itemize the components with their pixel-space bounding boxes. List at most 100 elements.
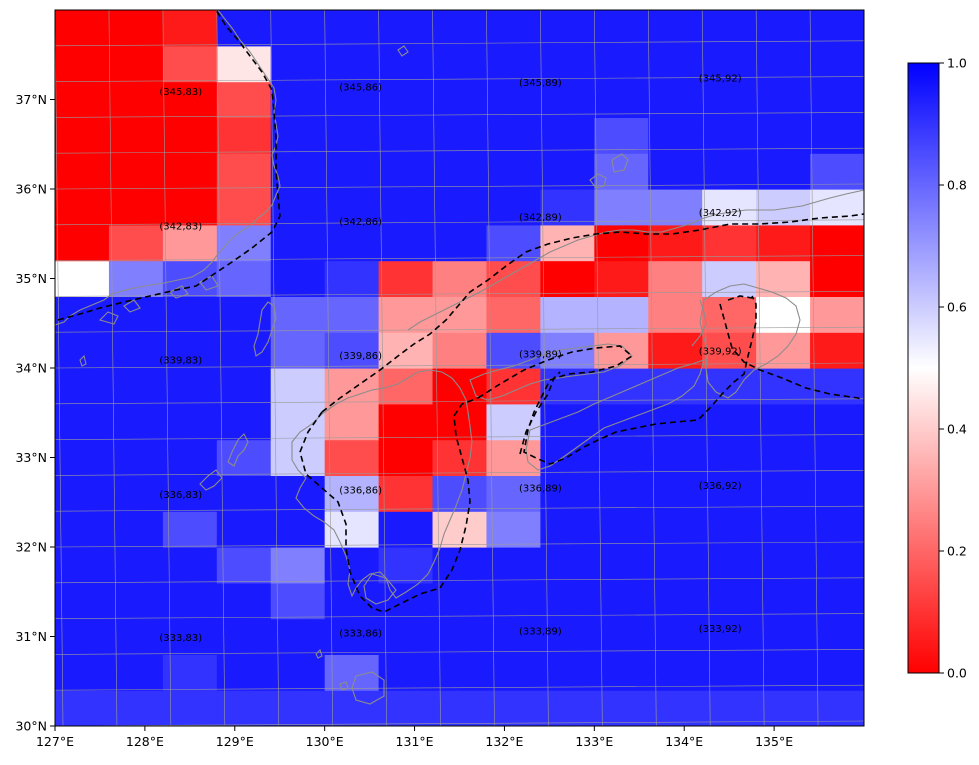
heatmap-cell — [810, 403, 864, 441]
coastline-kyushu — [291, 369, 473, 599]
heatmap-cell — [378, 439, 434, 476]
heatmap-cell — [55, 10, 110, 47]
heatmap-cell — [378, 81, 434, 118]
heatmap-cell — [270, 332, 326, 369]
heatmap-cell — [486, 45, 541, 83]
heatmap-cell — [594, 582, 649, 620]
heatmap-cell — [648, 296, 703, 333]
heatmap-cell — [162, 547, 218, 584]
region-label: (345,83) — [159, 87, 202, 98]
y-tick-label: 32°N — [15, 540, 47, 555]
region-label: (336,86) — [339, 485, 382, 496]
heatmap-cell — [324, 224, 380, 262]
heatmap-cell — [324, 368, 380, 405]
heatmap-cell — [756, 475, 811, 512]
heatmap-cell — [540, 654, 595, 691]
heatmap-cell — [540, 582, 595, 620]
heatmap-cell — [108, 81, 164, 118]
heatmap-cell — [702, 475, 757, 512]
region-label: (333,92) — [699, 624, 742, 635]
heatmap-cell — [216, 511, 272, 548]
heatmap-cell — [702, 260, 757, 297]
heatmap-cell — [55, 511, 110, 548]
x-tick-label: 127°E — [36, 734, 74, 749]
heatmap-cell — [55, 45, 110, 83]
heatmap-cell — [55, 153, 110, 190]
heatmap-cell — [810, 332, 864, 369]
heatmap-cell — [162, 224, 218, 262]
heatmap-cell — [108, 189, 164, 226]
heatmap-cell — [324, 117, 380, 154]
heatmap-cell — [594, 368, 649, 405]
heatmap-cell — [648, 81, 703, 118]
coastline-honshu — [407, 189, 864, 331]
colorbar-tick-label: 0.8 — [947, 178, 967, 193]
heatmap-cell — [540, 403, 595, 441]
grid-line — [216, 10, 226, 726]
heatmap-cell — [594, 117, 649, 154]
heatmap-cell — [756, 117, 811, 154]
heatmap-cell — [108, 45, 164, 83]
region-label: (345,86) — [339, 83, 382, 94]
heatmap-cell — [540, 332, 595, 369]
heatmap-cell — [486, 618, 541, 655]
heatmap-cell — [702, 296, 757, 333]
y-tick-label: 31°N — [15, 629, 47, 644]
heatmap-cell — [108, 582, 164, 620]
heatmap-cell — [702, 224, 757, 262]
colorbar: 0.0 0.2 0.4 0.6 0.8 1.0 — [907, 56, 967, 681]
boundary-kyushu — [321, 213, 864, 413]
coastlines — [55, 10, 864, 705]
heatmap-cell — [324, 10, 380, 47]
boundary-inland — [477, 295, 757, 465]
heatmap-cell — [594, 45, 649, 83]
heatmap-cell — [432, 260, 488, 297]
heatmap-cell — [540, 189, 595, 226]
heatmap-cell — [648, 117, 703, 154]
grid-line — [863, 10, 864, 37]
heatmap-cell — [324, 153, 380, 190]
grid-line — [647, 10, 657, 726]
heatmap-cell — [594, 10, 649, 47]
heatmap-cell — [756, 403, 811, 441]
region-labels: (345,83) (345,86) (345,89) (345,92) (342,83)… — [159, 74, 741, 644]
heatmap-cell — [216, 45, 272, 83]
heatmap-cell — [162, 153, 218, 190]
heatmap-cell — [378, 368, 434, 405]
heatmap-cell — [216, 690, 272, 726]
heatmap-cell — [324, 475, 380, 512]
heatmap-cell — [378, 45, 434, 83]
heatmap-cell — [108, 260, 164, 297]
heatmap-cell — [594, 439, 649, 476]
heatmap-cell — [108, 403, 164, 441]
heatmap-cell — [756, 618, 811, 655]
heatmap-cell — [216, 582, 272, 620]
heatmap-cell — [594, 81, 649, 118]
boundary-korea — [57, 10, 281, 321]
heatmap-cell — [540, 368, 595, 405]
x-tick-label: 133°E — [575, 734, 613, 749]
grid-line — [324, 10, 333, 726]
heatmap-cell — [756, 582, 811, 620]
heatmap-cell — [378, 224, 434, 262]
region-label: (339,89) — [519, 349, 562, 360]
heatmap-cell — [540, 260, 595, 297]
grid-line — [108, 10, 118, 726]
heatmap-cell — [702, 189, 757, 226]
heatmap-cell — [270, 368, 326, 405]
heatmap-cell — [55, 332, 110, 369]
boundary-shikoku — [519, 371, 561, 455]
heatmap-cell — [486, 81, 541, 118]
coastline-jeju — [79, 354, 87, 367]
heatmap-cell — [702, 10, 757, 47]
heatmap-cell — [270, 10, 326, 47]
grid-line — [55, 291, 864, 297]
colorbar-tick-label: 0.0 — [947, 666, 967, 681]
x-tick-label: 130°E — [306, 734, 344, 749]
region-label: (333,86) — [339, 629, 382, 640]
heatmap-cell — [432, 475, 488, 512]
x-tick-label: 132°E — [485, 734, 523, 749]
coastline-osaka-bay — [691, 299, 707, 347]
heatmap-cell — [648, 10, 703, 47]
